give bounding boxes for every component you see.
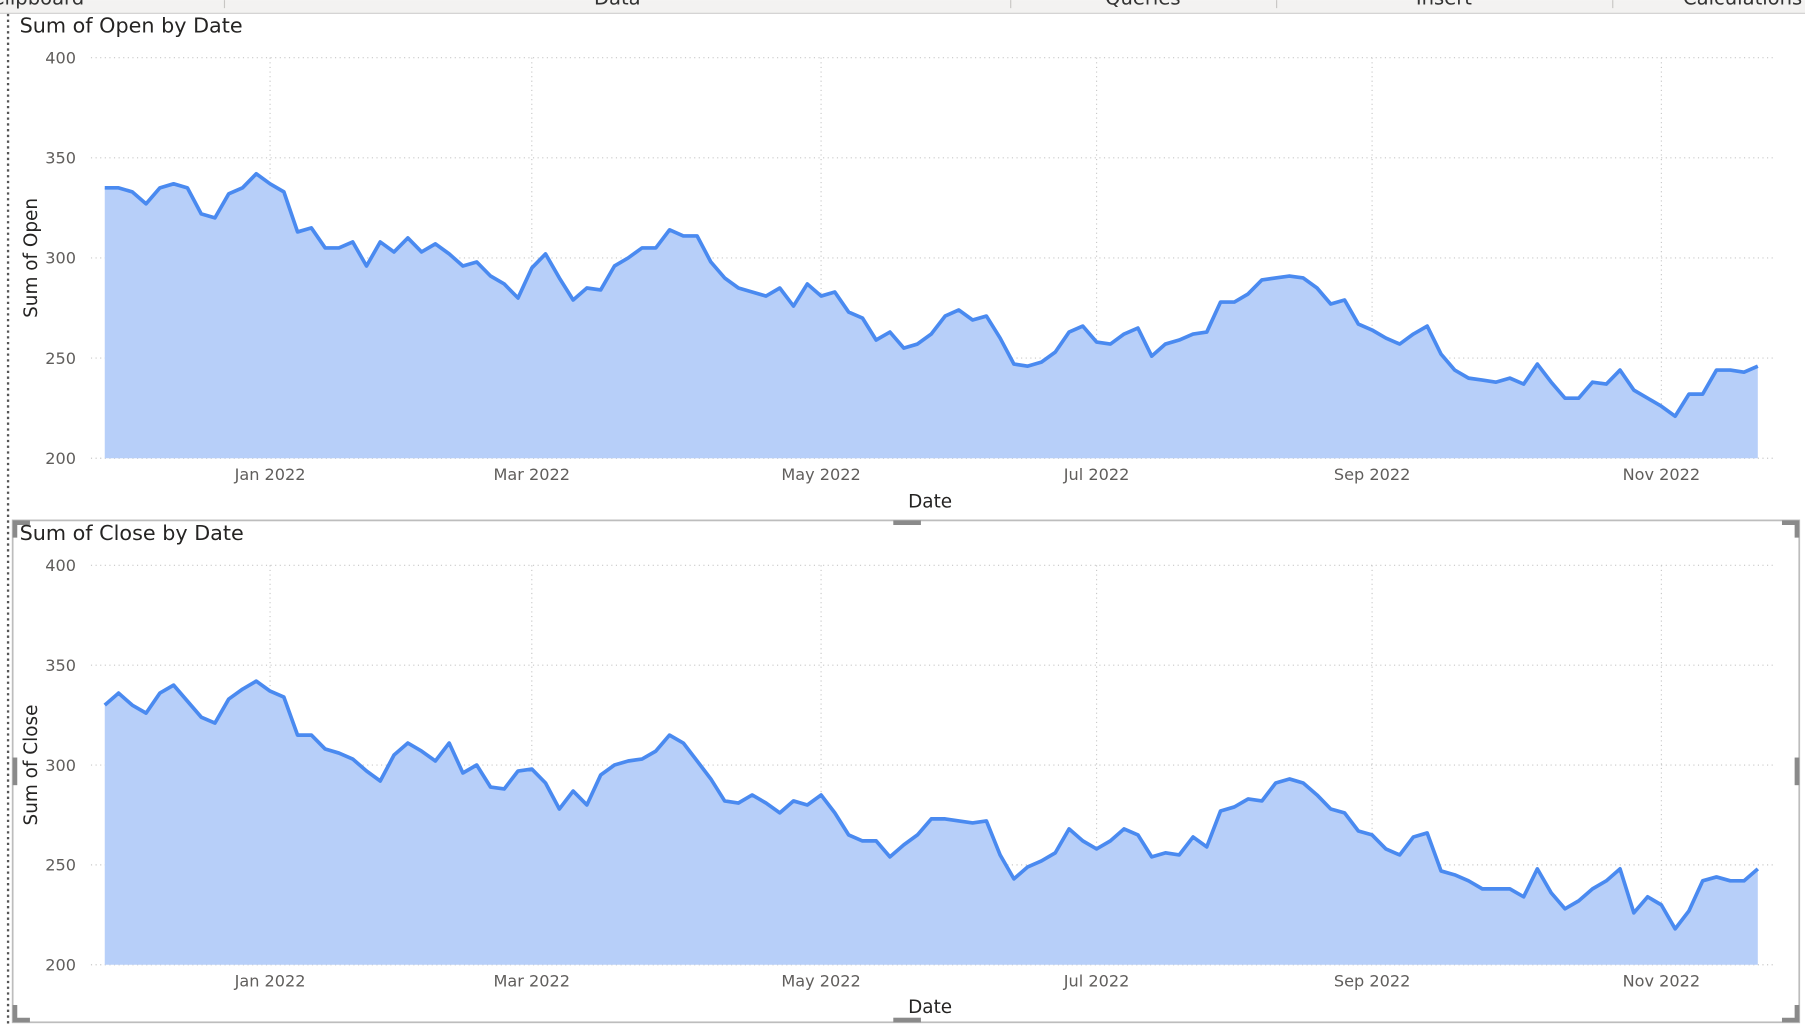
ribbon-tab: Data: [594, 0, 641, 10]
x-tick-label: Jan 2022: [234, 972, 306, 991]
ribbon-tab: Queries: [1105, 0, 1180, 10]
chart-title: Sum of Close by Date: [20, 521, 244, 545]
line: [103, 679, 1760, 931]
x-tick-label: Jan 2022: [234, 465, 306, 484]
ribbon-separators: [223, 0, 1614, 9]
chart-title: Sum of Open by Date: [20, 13, 243, 37]
line: [104, 171, 1759, 419]
y-tick-label: 250: [45, 856, 76, 875]
x-tick-label: Sep 2022: [1334, 972, 1410, 991]
area: [104, 173, 1758, 459]
ribbon-tab: Calculations: [1683, 0, 1802, 10]
y-tick-label: 350: [45, 656, 76, 675]
y-axis-title: Sum of Close: [21, 705, 42, 826]
y-axis-title: Sum of Open: [21, 198, 42, 318]
x-tick-label: Mar 2022: [494, 465, 571, 484]
x-tick-label: Mar 2022: [494, 972, 571, 991]
ribbon-bar: [0, 0, 1805, 14]
x-tick-label: Jul 2022: [1063, 972, 1130, 991]
chart: Sum of Close by Date 200 250 300 350 400 Jan 2…: [20, 521, 1773, 1018]
y-tick-label: 200: [45, 449, 76, 468]
y-tick-label: 350: [45, 149, 76, 168]
y-tick-label: 300: [45, 756, 76, 775]
selection-handles: [12, 520, 1800, 1023]
x-tick-label: May 2022: [781, 972, 860, 991]
y-tick-label: 400: [45, 48, 76, 67]
y-tick-label: 200: [45, 956, 76, 975]
ribbon-tab: Insert: [1416, 0, 1472, 10]
ribbon-tab: Clipboard: [0, 0, 84, 10]
y-tick-label: 400: [45, 556, 76, 575]
area: [104, 681, 1758, 965]
x-tick-label: Sep 2022: [1334, 465, 1410, 484]
y-tick-label: 300: [45, 249, 76, 268]
x-tick-label: Nov 2022: [1623, 972, 1701, 991]
chart: Sum of Open by Date 200 250 300 350 400 Jan 20…: [20, 13, 1773, 513]
x-tick-label: Jul 2022: [1063, 465, 1130, 484]
x-axis-title: Date: [908, 997, 952, 1018]
y-tick-label: 250: [45, 349, 76, 368]
x-tick-label: Nov 2022: [1623, 465, 1701, 484]
x-axis-title: Date: [908, 492, 952, 513]
x-tick-label: May 2022: [781, 465, 860, 484]
